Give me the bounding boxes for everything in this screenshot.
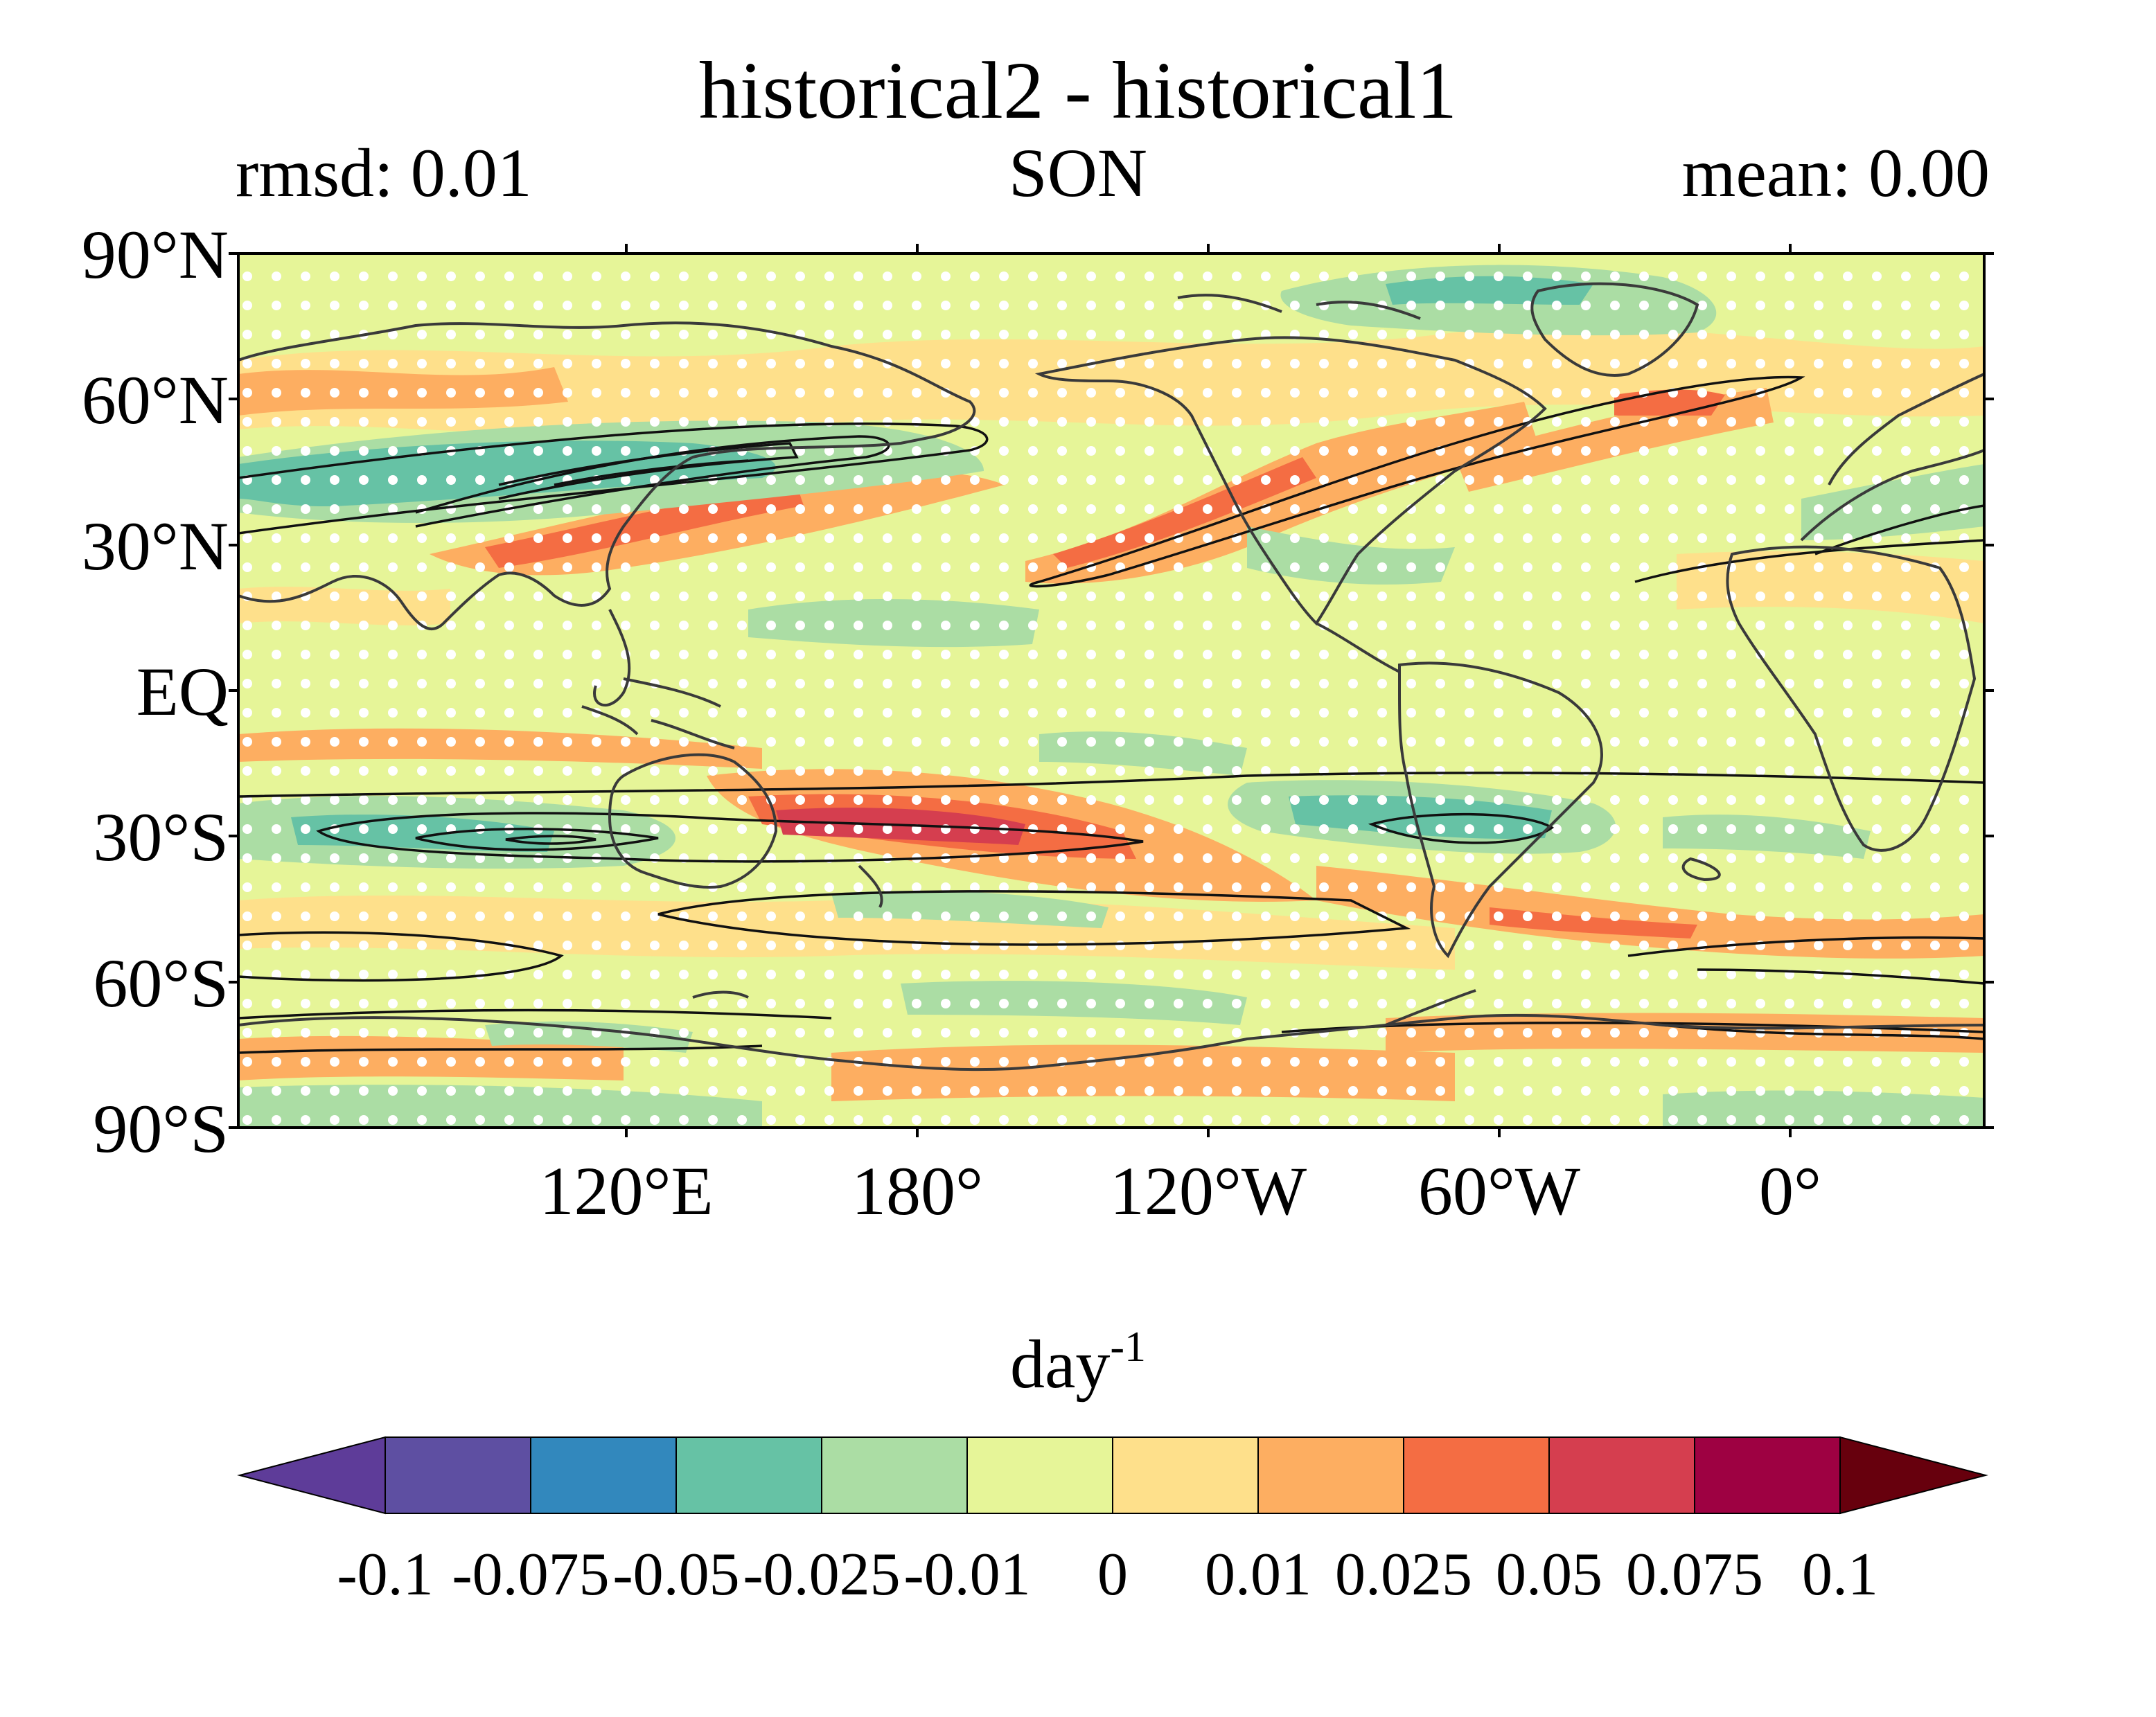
colorbar-segment bbox=[1403, 1436, 1550, 1514]
coastlines bbox=[238, 282, 1984, 1071]
colorbar-segment bbox=[821, 1436, 968, 1514]
lat-label-30s: 30°S bbox=[93, 799, 229, 875]
lat-label-30n: 30°N bbox=[81, 508, 229, 585]
colorbar-tick-label: -0.025 bbox=[743, 1541, 901, 1608]
colorbar-segment bbox=[966, 1436, 1113, 1514]
map-panel bbox=[238, 253, 1984, 1128]
colorbar-unit: day-1 bbox=[0, 1326, 2156, 1399]
lon-label-120e: 120°E bbox=[539, 1153, 714, 1229]
colorbar-segment bbox=[1694, 1436, 1841, 1514]
mean-label: mean: 0.00 bbox=[1681, 134, 1990, 211]
colorbar-segment bbox=[675, 1436, 822, 1514]
significance-stippling bbox=[238, 253, 1984, 1128]
contour-lines bbox=[238, 375, 1984, 1054]
rmsd-label: rmsd: 0.01 bbox=[236, 134, 532, 211]
colorbar-tick-label: 0.075 bbox=[1626, 1541, 1763, 1608]
lat-label-eq: EQ bbox=[136, 653, 229, 730]
colorbar-tick-label: 0.05 bbox=[1496, 1541, 1602, 1608]
lon-label-120w: 120°W bbox=[1109, 1153, 1307, 1229]
lon-label-60w: 60°W bbox=[1417, 1153, 1581, 1229]
unit-base: day bbox=[1009, 1326, 1111, 1403]
season-label: SON bbox=[1008, 134, 1148, 211]
colorbar-tick-label: 0.025 bbox=[1335, 1541, 1472, 1608]
colorbar-tick-label: -0.05 bbox=[612, 1541, 740, 1608]
lon-label-0: 0° bbox=[1759, 1153, 1821, 1229]
colorbar-extend-low bbox=[237, 1436, 386, 1515]
lat-ticks bbox=[229, 252, 1994, 1129]
lon-label-180: 180° bbox=[851, 1153, 983, 1229]
lat-label-60s: 60°S bbox=[93, 945, 229, 1022]
colorbar-tick-label: -0.1 bbox=[337, 1541, 434, 1608]
colorbar bbox=[237, 1436, 1988, 1515]
colorbar-segment bbox=[1257, 1436, 1404, 1514]
colorbar-tick-label: -0.075 bbox=[452, 1541, 610, 1608]
colorbar-segment bbox=[1112, 1436, 1259, 1514]
map-title: historical2 - historical1 bbox=[698, 45, 1458, 136]
colorbar-segment bbox=[385, 1436, 531, 1514]
lat-label-90n: 90°N bbox=[81, 216, 229, 293]
colorbar-tick-label: 0.01 bbox=[1205, 1541, 1311, 1608]
colorbar-segment bbox=[1548, 1436, 1695, 1514]
colorbar-tick-label: 0.1 bbox=[1802, 1541, 1878, 1608]
unit-exponent: -1 bbox=[1110, 1324, 1147, 1371]
colorbar-segment bbox=[530, 1436, 677, 1514]
lat-label-60n: 60°N bbox=[81, 362, 229, 438]
lat-label-90s: 90°S bbox=[93, 1090, 229, 1167]
lon-ticks bbox=[625, 244, 1792, 1137]
colorbar-extend-high bbox=[1839, 1436, 1988, 1515]
colorbar-tick-label: 0 bbox=[1097, 1541, 1128, 1608]
colorbar-tick-label: -0.01 bbox=[903, 1541, 1031, 1608]
